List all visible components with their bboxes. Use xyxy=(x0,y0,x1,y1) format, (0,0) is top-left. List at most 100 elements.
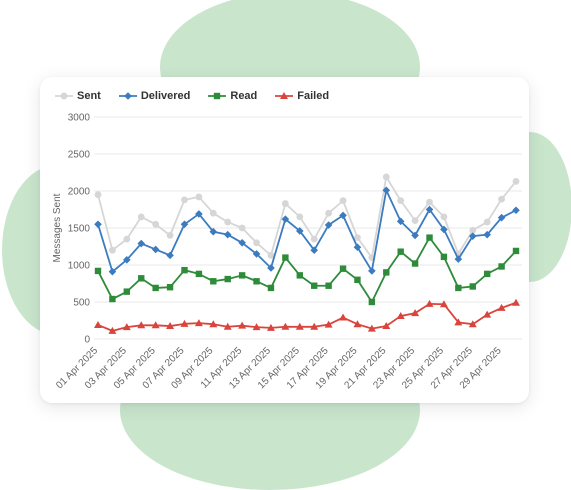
data-point-failed xyxy=(281,322,290,330)
data-point-sent xyxy=(397,197,405,205)
data-point-failed xyxy=(209,320,218,328)
series-points-read xyxy=(94,234,520,306)
data-point-delivered xyxy=(440,225,448,234)
data-point-read xyxy=(296,272,303,279)
data-point-delivered xyxy=(238,239,246,247)
data-point-read xyxy=(253,278,260,285)
data-point-delivered xyxy=(425,205,434,214)
legend-marker-failed xyxy=(280,92,289,99)
y-tick-label: 1000 xyxy=(68,261,91,272)
series-points-delivered xyxy=(94,186,520,276)
data-point-failed xyxy=(122,323,131,331)
data-point-sent xyxy=(483,218,491,226)
data-point-delivered xyxy=(310,246,319,254)
data-point-failed xyxy=(454,318,463,326)
data-point-sent xyxy=(94,191,102,199)
data-point-delivered xyxy=(151,245,160,254)
data-point-failed xyxy=(180,319,189,327)
legend-item-delivered[interactable]: Delivered xyxy=(118,90,191,102)
data-point-delivered xyxy=(468,232,477,240)
data-point-delivered xyxy=(396,217,405,226)
data-point-sent xyxy=(137,213,145,221)
data-point-sent xyxy=(411,217,419,225)
series-line-failed xyxy=(97,301,517,332)
data-point-failed xyxy=(382,322,391,330)
data-point-sent xyxy=(498,195,505,203)
y-tick-label: 500 xyxy=(73,298,90,309)
data-point-read xyxy=(94,267,102,275)
data-point-sent xyxy=(123,235,131,243)
data-point-delivered xyxy=(454,255,463,263)
legend-label-failed: Failed xyxy=(297,90,330,102)
data-point-failed xyxy=(108,326,117,334)
y-tick-label: 2000 xyxy=(68,187,91,198)
data-point-failed xyxy=(497,303,506,311)
data-point-read xyxy=(325,282,332,289)
data-point-read xyxy=(512,247,520,255)
data-point-failed xyxy=(223,322,232,330)
data-point-sent xyxy=(109,246,116,254)
y-axis-label: Messages Sent xyxy=(52,193,63,262)
data-point-sent xyxy=(224,218,232,226)
chart-legend: Sent Delivered Read Failed xyxy=(55,90,329,102)
data-point-delivered xyxy=(324,221,333,229)
data-point-delivered xyxy=(108,267,117,276)
data-point-failed xyxy=(324,320,333,328)
data-point-read xyxy=(498,263,505,270)
legend-label-delivered: Delivered xyxy=(140,90,191,102)
legend-symbol-delivered xyxy=(118,92,137,100)
data-point-sent xyxy=(440,213,448,221)
data-point-read xyxy=(368,298,376,306)
data-point-failed xyxy=(483,310,492,318)
data-point-failed xyxy=(295,322,304,330)
data-point-sent xyxy=(253,239,260,247)
data-point-failed xyxy=(94,320,102,328)
data-point-failed xyxy=(425,299,434,307)
data-point-failed xyxy=(367,324,376,332)
data-point-sent xyxy=(354,234,361,242)
data-point-failed xyxy=(194,319,203,327)
data-point-read xyxy=(383,269,390,276)
data-point-read xyxy=(138,275,145,282)
data-point-delivered xyxy=(267,264,275,272)
series-points-failed xyxy=(94,298,520,334)
data-point-sent xyxy=(325,209,333,217)
data-point-read xyxy=(483,270,491,278)
data-point-read xyxy=(455,284,462,292)
data-point-delivered xyxy=(281,215,290,223)
series-points-sent xyxy=(94,173,520,261)
legend-marker-sent xyxy=(60,92,68,100)
series-line-sent xyxy=(97,176,517,259)
data-point-failed xyxy=(396,312,405,320)
data-point-read xyxy=(166,284,174,291)
data-point-sent xyxy=(339,197,347,205)
data-point-read xyxy=(181,266,188,274)
data-point-read xyxy=(354,276,361,283)
data-point-failed xyxy=(252,323,261,331)
data-point-sent xyxy=(310,235,318,243)
data-point-sent xyxy=(152,220,160,228)
data-point-read xyxy=(123,288,131,295)
y-tick-label: 1500 xyxy=(68,224,91,235)
data-point-sent xyxy=(209,209,217,217)
data-point-delivered xyxy=(339,211,347,220)
data-point-sent xyxy=(296,213,304,221)
legend-label-sent: Sent xyxy=(77,90,101,102)
data-point-read xyxy=(426,234,433,241)
data-point-failed xyxy=(266,323,275,331)
data-point-failed xyxy=(512,298,520,306)
y-tick-label: 2500 xyxy=(68,150,91,161)
legend-item-sent[interactable]: Sent xyxy=(55,90,101,102)
data-point-failed xyxy=(166,322,175,330)
data-point-delivered xyxy=(209,227,218,236)
data-point-read xyxy=(195,270,203,278)
data-point-delivered xyxy=(223,230,232,239)
data-point-failed xyxy=(339,313,348,321)
data-point-sent xyxy=(512,177,520,185)
legend-item-read[interactable]: Read xyxy=(208,90,257,102)
data-point-read xyxy=(339,265,347,272)
data-point-delivered xyxy=(295,227,304,235)
legend-item-failed[interactable]: Failed xyxy=(275,90,329,102)
data-point-failed xyxy=(353,320,362,328)
